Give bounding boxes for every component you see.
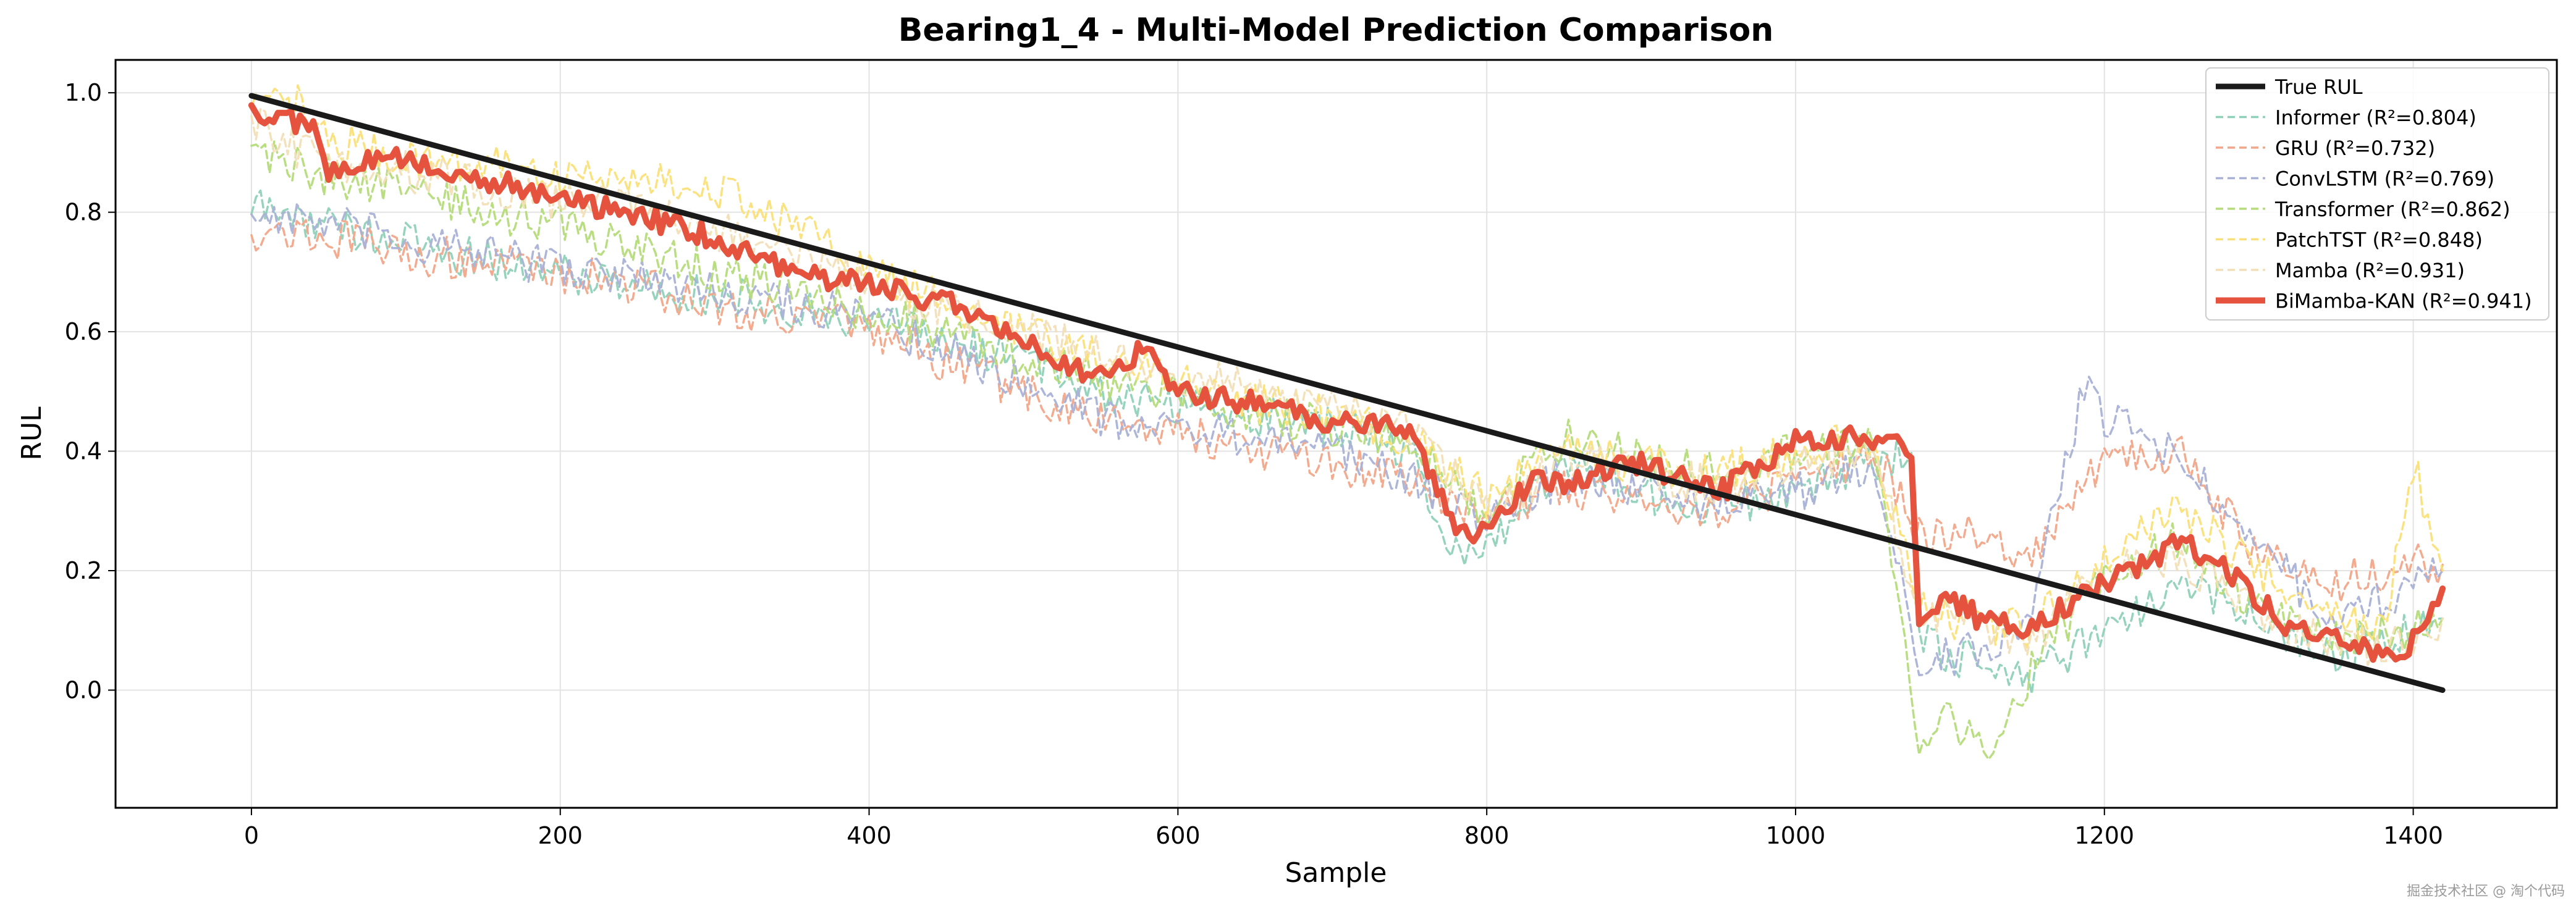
- legend-label: Informer (R²=0.804): [2275, 106, 2477, 130]
- series-layer: [248, 84, 2446, 761]
- series-line-bimamba-kan: [248, 102, 2446, 663]
- legend-label: Transformer (R²=0.862): [2274, 198, 2511, 221]
- x-tick-label: 400: [847, 822, 892, 849]
- x-tick-label: 1000: [1766, 822, 1826, 849]
- x-tick-label: 600: [1155, 822, 1201, 849]
- legend-box: [2205, 67, 2549, 321]
- x-tick-label: 800: [1464, 822, 1510, 849]
- series-line-convlstm: [250, 203, 2444, 676]
- x-axis-label: Sample: [1285, 857, 1387, 889]
- legend-label: BiMamba-KAN (R²=0.941): [2275, 290, 2532, 313]
- y-axis-label: RUL: [16, 406, 48, 461]
- x-tick-label: 0: [244, 822, 259, 849]
- legend-label: PatchTST (R²=0.848): [2275, 229, 2483, 252]
- y-tick-label: 1.0: [65, 79, 102, 106]
- legend-label: ConvLSTM (R²=0.769): [2275, 167, 2494, 191]
- x-tick-label: 1200: [2074, 822, 2134, 849]
- y-tick-label: 0.8: [65, 199, 102, 226]
- plot-frame: [114, 59, 2558, 809]
- series-line-true: [248, 93, 2446, 693]
- series-line-informer: [250, 189, 2444, 695]
- y-tick-label: 0.4: [65, 438, 102, 465]
- y-tick-label: 0.0: [65, 676, 102, 703]
- y-tick-label: 0.2: [65, 557, 102, 584]
- chart-title: Bearing1_4 - Multi-Model Prediction Comp…: [898, 12, 1774, 49]
- x-tick-label: 200: [538, 822, 583, 849]
- watermark: 掘金技术社区 @ 淘个代码: [2407, 884, 2565, 899]
- legend: True RUL Informer (R²=0.804) GRU (R²=0.732…: [2205, 67, 2549, 321]
- y-tick-label: 0.6: [65, 318, 102, 345]
- axes: 0 200 400 600 800 1000 1200 1400 0.0 0.2 0.4 0.6 0.8…: [65, 79, 2443, 849]
- grid: [116, 60, 2557, 808]
- legend-label: Mamba (R²=0.931): [2275, 259, 2465, 282]
- x-tick-label: 1400: [2383, 822, 2443, 849]
- legend-label: True RUL: [2274, 75, 2363, 99]
- legend-label: GRU (R²=0.732): [2275, 136, 2435, 160]
